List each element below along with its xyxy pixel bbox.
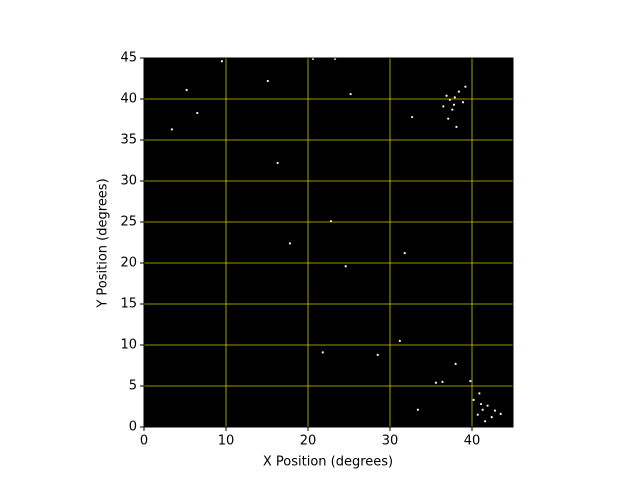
star <box>344 265 347 268</box>
y-tick-label: 5 <box>129 379 137 394</box>
plot-frame <box>143 57 514 428</box>
star <box>476 413 479 416</box>
star <box>398 339 401 342</box>
star <box>484 420 487 423</box>
y-tick-label: 35 <box>120 133 137 148</box>
y-axis-label: Y Position (degrees) <box>96 178 111 308</box>
y-tick-label: 10 <box>120 338 137 353</box>
star <box>445 94 448 97</box>
y-tick-label: 15 <box>120 297 137 312</box>
x-tick-label: 0 <box>140 434 148 449</box>
star <box>266 79 269 83</box>
star <box>454 362 457 365</box>
star <box>416 408 419 411</box>
y-tick-label: 0 <box>129 420 137 435</box>
y-tick-label: 20 <box>120 256 137 271</box>
star <box>481 408 484 411</box>
x-tick-label: 10 <box>218 434 235 449</box>
star <box>170 128 173 131</box>
star <box>464 85 467 88</box>
star <box>220 60 223 63</box>
x-axis-label: X Position (degrees) <box>263 455 393 470</box>
star <box>469 379 472 383</box>
star <box>349 92 352 96</box>
star <box>185 88 188 92</box>
plot-background <box>144 58 513 427</box>
star <box>434 381 438 384</box>
star <box>403 252 406 255</box>
star <box>447 117 450 120</box>
star <box>321 351 324 354</box>
star <box>196 111 199 115</box>
star <box>479 402 483 406</box>
x-tick-label: 30 <box>382 434 399 449</box>
star <box>453 96 456 99</box>
star <box>478 392 481 395</box>
star <box>441 380 444 383</box>
star <box>455 125 458 128</box>
star <box>486 404 489 407</box>
star <box>461 101 465 104</box>
star <box>451 108 454 111</box>
y-tick-label: 25 <box>120 215 137 230</box>
star <box>472 398 475 402</box>
star <box>442 105 445 108</box>
x-tick-label: 40 <box>464 434 481 449</box>
star <box>288 242 292 245</box>
star <box>457 90 460 93</box>
y-tick-label: 40 <box>120 92 137 107</box>
x-tick-label: 20 <box>300 434 317 449</box>
y-tick-label: 30 <box>120 174 137 189</box>
star <box>490 416 493 419</box>
star <box>452 103 456 106</box>
star <box>276 161 279 165</box>
star <box>493 409 497 412</box>
star <box>411 115 414 119</box>
star <box>499 412 502 415</box>
star <box>376 353 379 356</box>
y-tick-label: 45 <box>120 51 137 66</box>
